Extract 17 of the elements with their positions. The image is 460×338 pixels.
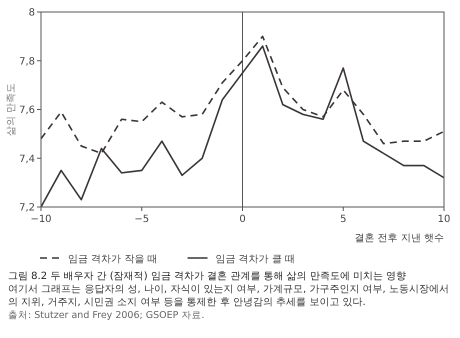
x-tick-label: −10 [30, 214, 52, 225]
y-tick-label: 7,8 [19, 56, 35, 68]
y-tick-label: 7,4 [19, 154, 35, 165]
x-tick-label: 5 [340, 214, 346, 225]
y-tick-label: 8 [28, 8, 35, 18]
y-axis-title: 삶의 만족도 [6, 82, 17, 136]
x-axis-title: 결혼 전후 지낸 햇수 [354, 233, 444, 244]
x-tick-label: −5 [134, 214, 150, 225]
legend-label: 임금 격차가 작을 때 [68, 254, 158, 265]
source-note: 출처: Stutzer and Frey 2006; GSOEP 자료. [8, 309, 206, 322]
y-tick-label: 7,6 [19, 105, 35, 116]
x-tick-label: 10 [438, 214, 450, 225]
text: 여기서 그래프는 응답자의 성, 나이, 자식이 있는지 여부, 가계규모, 가구주인지 여부, 노동시장에서의 지위, 거주지, 시민권 소지 여부 등을 통제한 후 안녕감의 추세를 보이고 있다. [8, 283, 450, 309]
y-tick-label: 7,2 [19, 202, 35, 214]
x-tick-label: 0 [239, 214, 246, 225]
text: 그림 8.2 두 배우자 간 (잠재적) 임금 격차가 결혼 관계를 통해 삶의 만족도에 미치는 영향 [8, 270, 408, 283]
legend-label: 임금 격차가 클 때 [216, 254, 296, 265]
